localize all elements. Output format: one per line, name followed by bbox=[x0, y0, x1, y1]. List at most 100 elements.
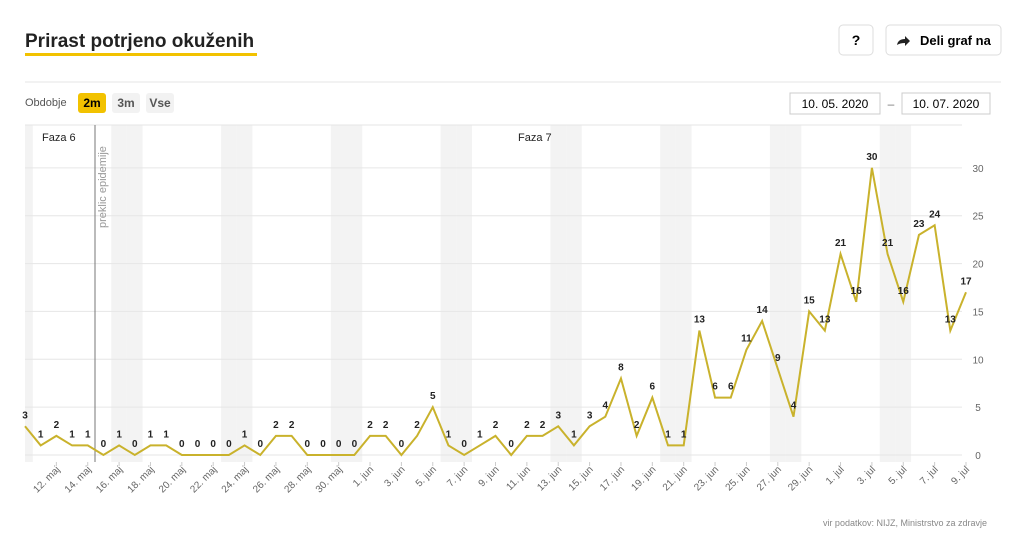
share-icon bbox=[897, 36, 910, 46]
period-button[interactable] bbox=[112, 93, 140, 113]
help-button[interactable] bbox=[838, 24, 874, 56]
phase-note: preklic epidemije bbox=[97, 146, 109, 228]
data-label: 3 bbox=[555, 410, 561, 421]
x-tick-label: 3. jun bbox=[382, 464, 407, 489]
data-label: 17 bbox=[960, 276, 972, 287]
data-label: 13 bbox=[945, 315, 957, 326]
title-underline bbox=[25, 53, 257, 56]
data-label: 1 bbox=[571, 429, 577, 440]
x-tick-label: 30. maj bbox=[314, 464, 345, 495]
x-tick-label: 25. jun bbox=[724, 464, 753, 493]
weekend-band bbox=[785, 125, 802, 462]
period-button[interactable] bbox=[78, 93, 106, 113]
data-label: 2 bbox=[414, 420, 420, 431]
x-tick-label: 3. jul bbox=[855, 464, 878, 487]
data-label: 4 bbox=[603, 401, 609, 412]
weekend-band bbox=[675, 125, 692, 462]
phase-label: Faza 6 bbox=[42, 132, 76, 144]
source: vir podatkov: NIJZ, Ministrstvo za zdrav… bbox=[823, 518, 987, 528]
weekend-band bbox=[566, 125, 582, 462]
period-text: 3m bbox=[117, 96, 134, 110]
data-label: 1 bbox=[163, 429, 169, 440]
weekend-band bbox=[126, 125, 143, 462]
data-label: 5 bbox=[430, 391, 436, 402]
weekend-band bbox=[25, 125, 33, 462]
data-label: 11 bbox=[741, 334, 752, 345]
x-tick-label: 18. maj bbox=[126, 464, 157, 495]
data-label: 1 bbox=[242, 429, 248, 440]
data-label: 2 bbox=[367, 420, 373, 431]
y-tick-label: 20 bbox=[972, 260, 984, 271]
data-label: 0 bbox=[305, 439, 311, 450]
x-tick-label: 23. jun bbox=[692, 464, 721, 493]
data-label: 1 bbox=[148, 429, 154, 440]
weekend-band bbox=[660, 125, 676, 462]
period-button[interactable] bbox=[146, 93, 174, 113]
data-label: 21 bbox=[835, 238, 847, 249]
data-label: 0 bbox=[257, 439, 263, 450]
title: Prirast potrjeno okuženih bbox=[25, 31, 254, 52]
data-label: 0 bbox=[352, 439, 358, 450]
data-label: 14 bbox=[757, 305, 769, 316]
weekend-band bbox=[550, 125, 567, 462]
data-label: 1 bbox=[38, 429, 44, 440]
x-tick-label: 16. maj bbox=[94, 464, 125, 495]
y-tick-label: 5 bbox=[975, 403, 981, 414]
x-tick-label: 9. jul bbox=[949, 464, 972, 487]
date-sep: – bbox=[888, 97, 895, 111]
data-label: 0 bbox=[399, 439, 405, 450]
data-label: 0 bbox=[320, 439, 326, 450]
weekend-band bbox=[456, 125, 472, 462]
data-label: 3 bbox=[22, 410, 28, 421]
data-label: 0 bbox=[336, 439, 342, 450]
help-text: ? bbox=[852, 32, 861, 48]
x-tick-label: 5. jul bbox=[887, 464, 910, 487]
weekend-band bbox=[236, 125, 253, 462]
data-label: 2 bbox=[524, 420, 530, 431]
data-label: 3 bbox=[587, 410, 593, 421]
data-label: 1 bbox=[446, 429, 452, 440]
x-tick-label: 1. jun bbox=[351, 464, 376, 489]
data-label: 1 bbox=[116, 429, 122, 440]
data-label: 23 bbox=[913, 219, 925, 230]
data-label: 2 bbox=[54, 420, 60, 431]
data-label: 0 bbox=[226, 439, 232, 450]
x-tick-label: 5. jun bbox=[414, 464, 439, 489]
x-tick-label: 20. maj bbox=[157, 464, 188, 495]
data-label: 0 bbox=[101, 439, 107, 450]
data-label: 13 bbox=[819, 315, 831, 326]
x-tick-label: 22. maj bbox=[188, 464, 219, 495]
weekend-band bbox=[879, 125, 896, 462]
data-label: 15 bbox=[804, 295, 816, 306]
data-label: 30 bbox=[866, 152, 878, 163]
weekend-band bbox=[111, 125, 127, 462]
data-label: 4 bbox=[791, 401, 797, 412]
x-tick-label: 9. jun bbox=[477, 464, 502, 489]
share-button[interactable] bbox=[885, 24, 1002, 56]
x-tick-label: 7. jun bbox=[445, 464, 470, 489]
weekend-band bbox=[895, 125, 912, 462]
data-label: 2 bbox=[493, 420, 499, 431]
date-input[interactable] bbox=[901, 92, 991, 115]
period-label: Obdobje bbox=[25, 97, 67, 109]
data-label: 1 bbox=[477, 429, 483, 440]
period-text: 2m bbox=[83, 96, 100, 110]
data-label: 0 bbox=[179, 439, 185, 450]
data-label: 1 bbox=[85, 429, 91, 440]
data-label: 0 bbox=[508, 439, 514, 450]
weekend-band bbox=[330, 125, 347, 462]
weekend-band bbox=[221, 125, 237, 462]
data-label: 6 bbox=[650, 382, 656, 393]
y-tick-label: 15 bbox=[972, 307, 984, 318]
x-tick-label: 11. jun bbox=[504, 464, 532, 492]
data-label: 8 bbox=[618, 362, 624, 373]
date-input[interactable] bbox=[789, 92, 881, 115]
x-tick-label: 24. maj bbox=[220, 464, 251, 495]
x-tick-label: 26. maj bbox=[251, 464, 282, 495]
x-tick-label: 12. maj bbox=[32, 464, 63, 495]
data-label: 1 bbox=[681, 429, 687, 440]
x-tick-label: 15. jun bbox=[567, 464, 596, 493]
data-label: 1 bbox=[69, 429, 75, 440]
